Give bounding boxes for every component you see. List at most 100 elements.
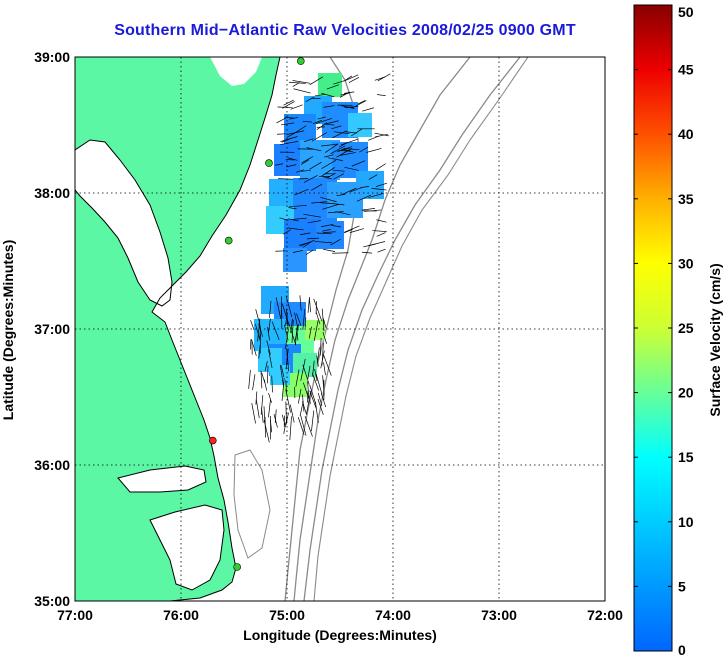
velocity-arrow: [280, 136, 298, 142]
velocity-arrow: [336, 146, 352, 153]
velocity-arrow: [363, 243, 376, 248]
velocity-arrow: [311, 201, 328, 204]
velocity-arrow: [285, 389, 291, 413]
pamlico-sound: [150, 505, 224, 590]
velocity-arrow: [284, 324, 289, 341]
velocity-arrow: [274, 163, 283, 166]
velocity-arrow: [279, 364, 284, 387]
velocity-arrow: [332, 130, 347, 139]
velocity-arrow: [277, 106, 293, 108]
velocity-arrow: [323, 354, 332, 376]
velocity-arrow: [321, 308, 325, 332]
velocity-arrow: [328, 211, 344, 214]
velocity-arrow: [338, 149, 353, 152]
velocity-arrow: [316, 232, 332, 235]
velocity-arrow: [371, 188, 387, 191]
velocity-arrow: [282, 229, 291, 235]
velocity-arrow: [288, 207, 297, 210]
colorbar-tick-label: 25: [678, 320, 694, 336]
velocity-arrow: [321, 223, 334, 228]
velocity-arrow: [361, 208, 375, 211]
velocity-arrow: [301, 156, 314, 164]
velocity-arrow: [289, 205, 307, 208]
velocity-arrow: [365, 148, 382, 153]
velocity-arrow: [344, 166, 360, 171]
velocity-arrow: [377, 94, 386, 97]
velocity-arrow: [313, 320, 319, 342]
velocity-arrow: [339, 91, 350, 98]
velocity-arrow: [309, 161, 322, 170]
velocity-arrow: [323, 248, 336, 252]
velocity-arrow: [280, 365, 285, 378]
velocity-cell: [348, 113, 372, 137]
colorbar-tick-label: 50: [678, 4, 694, 20]
velocity-arrow: [271, 321, 280, 341]
velocity-arrow: [294, 188, 309, 196]
velocity-arrow: [258, 344, 261, 359]
velocity-arrow: [344, 225, 360, 233]
velocity-arrow: [341, 138, 358, 146]
velocity-arrow: [248, 370, 251, 389]
velocity-arrow: [302, 309, 306, 330]
velocity-arrow: [343, 91, 355, 94]
velocity-arrow: [259, 328, 261, 341]
radar-station-marker: [209, 436, 217, 445]
velocity-arrow: [333, 131, 350, 135]
lon-tick-label: 74:00: [375, 607, 411, 623]
velocity-arrow: [303, 213, 321, 218]
velocity-arrow: [322, 332, 327, 344]
velocity-cell: [270, 365, 290, 385]
velocity-cell: [284, 219, 316, 251]
velocity-arrow: [291, 319, 294, 343]
velocity-arrow: [336, 193, 346, 197]
lon-tick-label: 73:00: [481, 607, 517, 623]
velocity-arrow: [306, 391, 312, 415]
longitude-ticks: 77:00 76:00 75:00 74:00 73:00 72:00: [57, 607, 623, 623]
velocity-arrow: [266, 340, 271, 355]
map-title: Southern Mid−Atlantic Raw Velocities 200…: [114, 22, 576, 39]
velocity-arrow: [312, 119, 322, 125]
velocity-arrow: [325, 120, 339, 125]
velocity-field: [248, 73, 391, 443]
velocity-arrow: [326, 84, 340, 90]
lat-tick-label: 38:00: [34, 185, 70, 201]
velocity-arrow: [267, 365, 269, 384]
y-axis-label: Latitude (Degrees:Minutes): [0, 240, 16, 420]
sound-shoreline: [117, 465, 225, 591]
velocity-arrow: [296, 313, 302, 326]
lon-tick-label: 76:00: [163, 607, 199, 623]
x-axis-label: Longitude (Degrees:Minutes): [243, 627, 437, 643]
velocity-arrow: [289, 404, 295, 423]
velocity-arrow: [375, 182, 387, 187]
velocity-vectors: [248, 73, 391, 443]
velocity-arrow: [267, 326, 270, 341]
velocity-arrow: [289, 81, 306, 84]
velocity-arrow: [321, 92, 335, 98]
velocity-arrow: [305, 249, 313, 256]
velocity-arrow: [303, 175, 318, 183]
radar-station-marker: [265, 159, 273, 167]
velocity-arrow: [255, 391, 258, 405]
colorbar: [633, 4, 673, 652]
velocity-arrow: [361, 251, 373, 254]
velocity-arrow: [285, 401, 287, 425]
lat-tick-label: 37:00: [34, 321, 70, 337]
velocity-arrow: [324, 154, 334, 158]
velocity-arrow: [286, 348, 290, 372]
velocity-arrow: [287, 157, 298, 161]
velocity-arrow: [320, 350, 325, 369]
velocity-arrow: [300, 358, 306, 381]
velocity-arrow: [263, 379, 268, 391]
velocity-arrow: [251, 339, 257, 356]
velocity-arrow: [304, 317, 307, 328]
velocity-arrow: [292, 80, 311, 84]
colorbar-tick-label: 15: [678, 449, 694, 465]
velocity-arrow: [302, 121, 313, 123]
colorbar-label: Surface Velocity (cm/s): [707, 263, 723, 416]
velocity-arrow: [315, 373, 323, 394]
velocity-arrow: [309, 390, 317, 409]
velocity-arrow: [356, 194, 372, 202]
velocity-arrow: [309, 76, 324, 86]
